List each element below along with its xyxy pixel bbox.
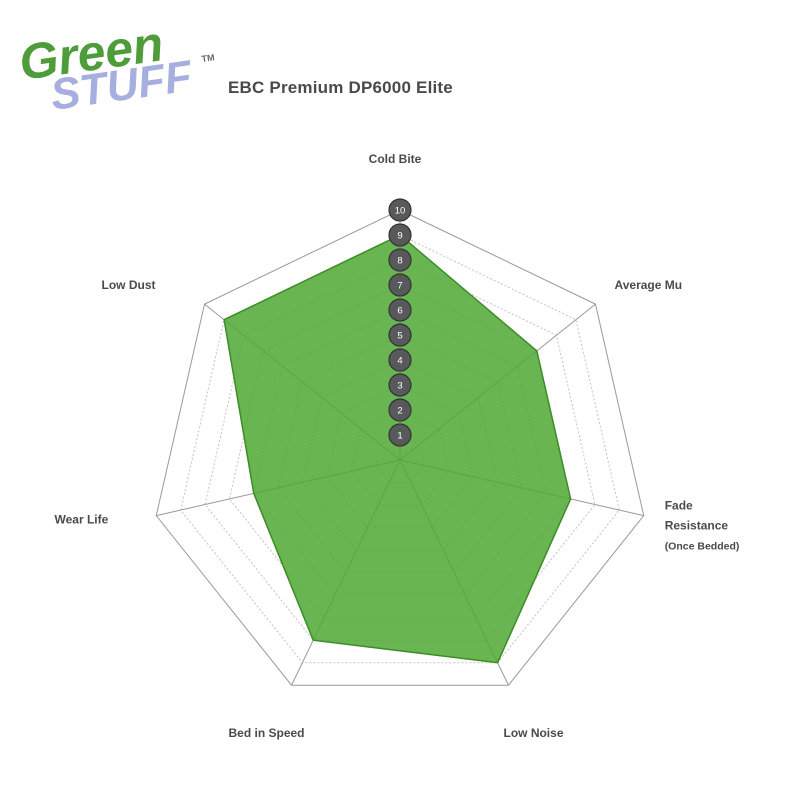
svg-text:7: 7 — [397, 281, 402, 292]
svg-text:9: 9 — [397, 231, 402, 242]
svg-text:4: 4 — [397, 356, 402, 367]
svg-text:Low Dust: Low Dust — [102, 278, 156, 292]
svg-text:1: 1 — [397, 431, 402, 442]
svg-text:(Once Bedded): (Once Bedded) — [665, 541, 740, 553]
svg-text:6: 6 — [397, 306, 402, 317]
svg-text:3: 3 — [397, 381, 402, 392]
svg-text:Resistance: Resistance — [665, 519, 729, 533]
svg-text:Fade: Fade — [665, 499, 693, 513]
svg-text:8: 8 — [397, 256, 402, 267]
svg-text:Average Mu: Average Mu — [615, 278, 683, 292]
svg-text:Low Noise: Low Noise — [503, 726, 563, 740]
svg-text:10: 10 — [395, 206, 406, 217]
svg-text:5: 5 — [397, 331, 402, 342]
svg-text:Bed in Speed: Bed in Speed — [228, 726, 304, 740]
svg-text:Cold Bite: Cold Bite — [369, 152, 422, 166]
svg-text:2: 2 — [397, 406, 402, 417]
svg-text:Wear Life: Wear Life — [55, 513, 109, 527]
